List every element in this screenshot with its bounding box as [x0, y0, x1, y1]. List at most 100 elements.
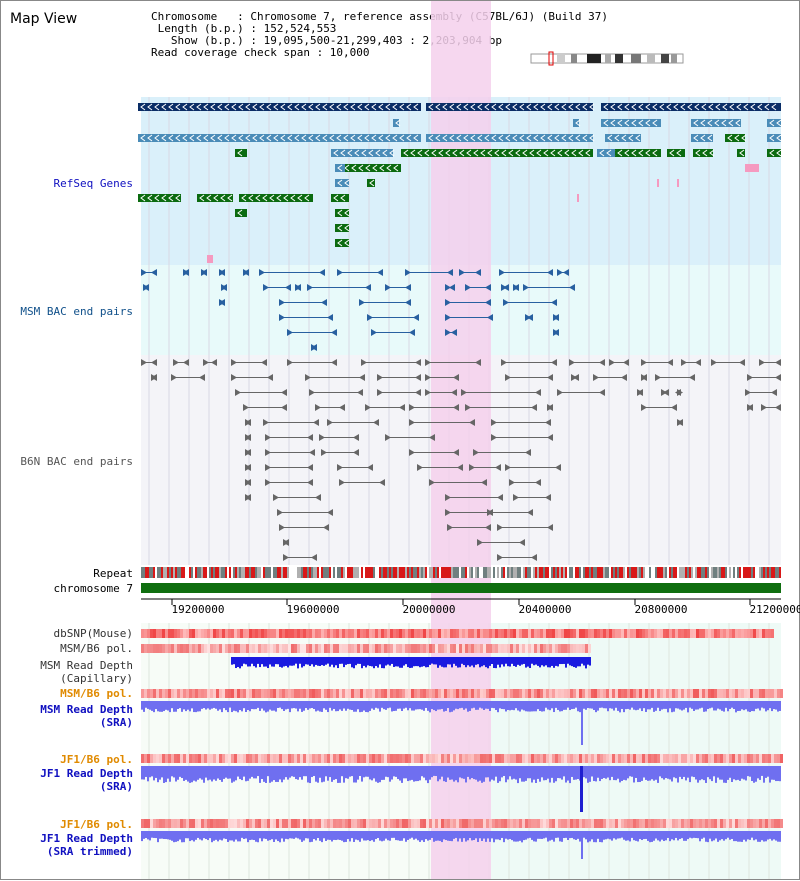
jf1-depth-sra-bar [633, 766, 635, 783]
strand-arrow [189, 134, 195, 142]
track-label-msm-bac[interactable]: MSM BAC end pairs [20, 305, 133, 318]
strand-arrow [231, 134, 237, 142]
jf1-depth-sra-bar [417, 766, 419, 782]
strand-arrow [736, 103, 742, 111]
jf1-depth-sra-bar [235, 766, 237, 781]
track-label-msm-b6-pol-sra[interactable]: MSM/B6 pol. [60, 687, 133, 700]
repeat-block [447, 567, 449, 578]
msm-depth-sra-bar [501, 701, 503, 710]
jf1-b6-pol-trimmed-heat [354, 819, 357, 828]
msm-b6-pol-sra-heat [696, 689, 699, 698]
msm-b6-pol-sra-heat [180, 689, 183, 698]
dbsnp-heat [492, 629, 495, 638]
msm-depth-capillary-bar [449, 657, 451, 665]
msm-depth-sra-bar [633, 701, 635, 710]
repeat-block [401, 567, 403, 578]
repeat-block [455, 567, 457, 578]
repeat-block [453, 567, 455, 578]
repeat-block [719, 567, 721, 578]
msm-b6-pol-sra-heat [405, 689, 408, 698]
b6n-bac-end [623, 359, 629, 366]
jf1-depth-trimmed-bar [303, 831, 305, 841]
msm-depth-capillary-bar [439, 657, 441, 666]
jf1-b6-pol-trimmed-heat [270, 819, 273, 828]
repeat-block [381, 567, 383, 578]
msm-b6-pol-sra-heat [195, 689, 198, 698]
track-label-refseq[interactable]: RefSeq Genes [53, 177, 133, 190]
repeat-block [615, 567, 617, 578]
msm-b6-pol-sra-heat [579, 689, 582, 698]
strand-arrow [631, 149, 637, 157]
strand-arrow [413, 134, 419, 142]
jf1-depth-sra-bar [267, 766, 269, 777]
track-label-jf1-read-depth-trimmed[interactable]: JF1 Read Depth (SRA trimmed) [40, 832, 133, 858]
dbsnp-heat [675, 629, 678, 638]
track-label-msm-read-depth-capillary[interactable]: MSM Read Depth (Capillary) [40, 659, 133, 685]
msm-depth-sra-bar [611, 701, 613, 709]
b6n-bac-end [287, 359, 293, 366]
msm-depth-sra-bar [471, 701, 473, 709]
msm-b6-pol-heat [420, 644, 423, 653]
jf1-depth-trimmed-bar [757, 831, 759, 842]
msm-depth-capillary-bar [299, 657, 301, 664]
track-label-repeat[interactable]: Repeat [93, 567, 133, 580]
track-label-msm-read-depth-sra[interactable]: MSM Read Depth (SRA) [40, 703, 133, 729]
track-label-jf1-b6-pol-trimmed[interactable]: JF1/B6 pol. [60, 818, 133, 831]
jf1-depth-trimmed-bar [659, 831, 661, 842]
msm-b6-pol-sra-heat [753, 689, 756, 698]
msm-bac-end [465, 284, 471, 291]
track-label-jf1-b6-pol[interactable]: JF1/B6 pol. [60, 753, 133, 766]
jf1-b6-pol-trimmed-heat [324, 819, 327, 828]
msm-depth-capillary-bar [457, 657, 459, 668]
b6n-bac-end [265, 479, 271, 486]
msm-depth-capillary-bar [255, 657, 257, 668]
msm-depth-capillary-bar [345, 657, 347, 665]
jf1-b6-pol-trimmed-heat [513, 819, 516, 828]
jf1-depth-sra-bar [343, 766, 345, 783]
track-label-b6n-bac[interactable]: B6N BAC end pairs [20, 455, 133, 468]
msm-depth-capillary-bar [321, 657, 323, 666]
jf1-depth-trimmed-bar [625, 831, 627, 841]
b6n-bac-end [337, 464, 343, 471]
repeat-block [481, 567, 483, 578]
b6n-bac-end [465, 404, 471, 411]
strand-arrow [638, 149, 644, 157]
msm-depth-sra-bar [693, 701, 695, 711]
msm-depth-sra-bar [363, 701, 365, 711]
msm-depth-sra-bar [595, 701, 597, 713]
jf1-b6-pol-trimmed-heat [153, 819, 156, 828]
dbsnp-heat [174, 629, 177, 638]
msm-depth-sra-bar [713, 701, 715, 711]
jf1-b6-pol-heat [522, 754, 525, 763]
jf1-depth-trimmed-bar [311, 831, 313, 842]
track-label-jf1-read-depth-sra[interactable]: JF1 Read Depth (SRA) [40, 767, 133, 793]
repeat-block [607, 567, 609, 578]
msm-depth-capillary-bar [511, 657, 513, 664]
msm-bac-end [337, 269, 343, 276]
strand-arrow [473, 149, 479, 157]
jf1-depth-trimmed-bar [155, 831, 157, 839]
msm-depth-sra-bar [341, 701, 343, 711]
jf1-depth-trimmed-bar [225, 831, 227, 839]
msm-b6-pol-sra-heat [279, 689, 282, 698]
repeat-block [717, 567, 719, 578]
strand-arrow [617, 149, 623, 157]
strand-arrow [452, 149, 458, 157]
msm-depth-sra-bar [461, 701, 463, 708]
jf1-b6-pol-trimmed-heat [528, 819, 531, 828]
b6n-bac-end [509, 479, 515, 486]
dbsnp-heat [297, 629, 300, 638]
repeat-block [307, 567, 309, 578]
msm-bac-end [327, 314, 333, 321]
msm-depth-sra-bar [371, 701, 373, 709]
dbsnp-heat [255, 629, 258, 638]
msm-depth-sra-bar [677, 701, 679, 709]
jf1-depth-trimmed-bar [213, 831, 215, 841]
msm-depth-sra-bar [649, 701, 651, 710]
b6n-bac-end [555, 464, 561, 471]
track-label-dbsnp[interactable]: dbSNP(Mouse) [53, 627, 133, 640]
msm-depth-capillary-bar [261, 657, 263, 665]
dbsnp-heat [669, 629, 672, 638]
track-label-msm-b6-pol[interactable]: MSM/B6 pol. [60, 642, 133, 655]
